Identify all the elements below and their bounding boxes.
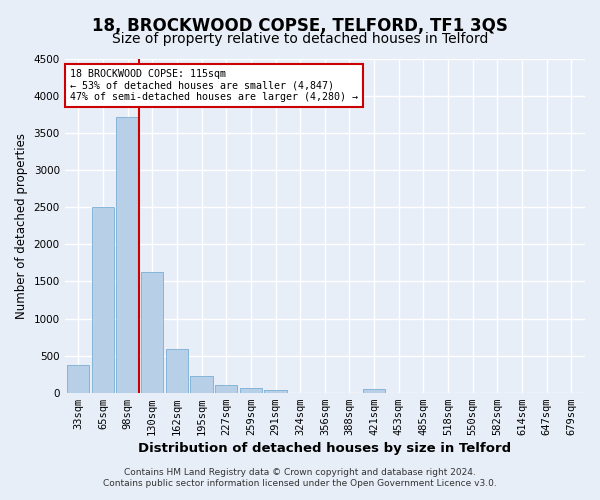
Bar — [141, 272, 163, 392]
Bar — [116, 117, 139, 392]
Text: 18, BROCKWOOD COPSE, TELFORD, TF1 3QS: 18, BROCKWOOD COPSE, TELFORD, TF1 3QS — [92, 18, 508, 36]
Bar — [67, 366, 89, 392]
Bar — [363, 388, 385, 392]
Bar — [240, 388, 262, 392]
X-axis label: Distribution of detached houses by size in Telford: Distribution of detached houses by size … — [138, 442, 511, 455]
Text: Contains HM Land Registry data © Crown copyright and database right 2024.
Contai: Contains HM Land Registry data © Crown c… — [103, 468, 497, 487]
Bar — [92, 206, 114, 392]
Text: Size of property relative to detached houses in Telford: Size of property relative to detached ho… — [112, 32, 488, 46]
Bar — [190, 376, 212, 392]
Bar — [166, 349, 188, 393]
Bar — [215, 386, 237, 392]
Text: 18 BROCKWOOD COPSE: 115sqm
← 53% of detached houses are smaller (4,847)
47% of s: 18 BROCKWOOD COPSE: 115sqm ← 53% of deta… — [70, 69, 358, 102]
Y-axis label: Number of detached properties: Number of detached properties — [15, 133, 28, 319]
Bar — [265, 390, 287, 392]
